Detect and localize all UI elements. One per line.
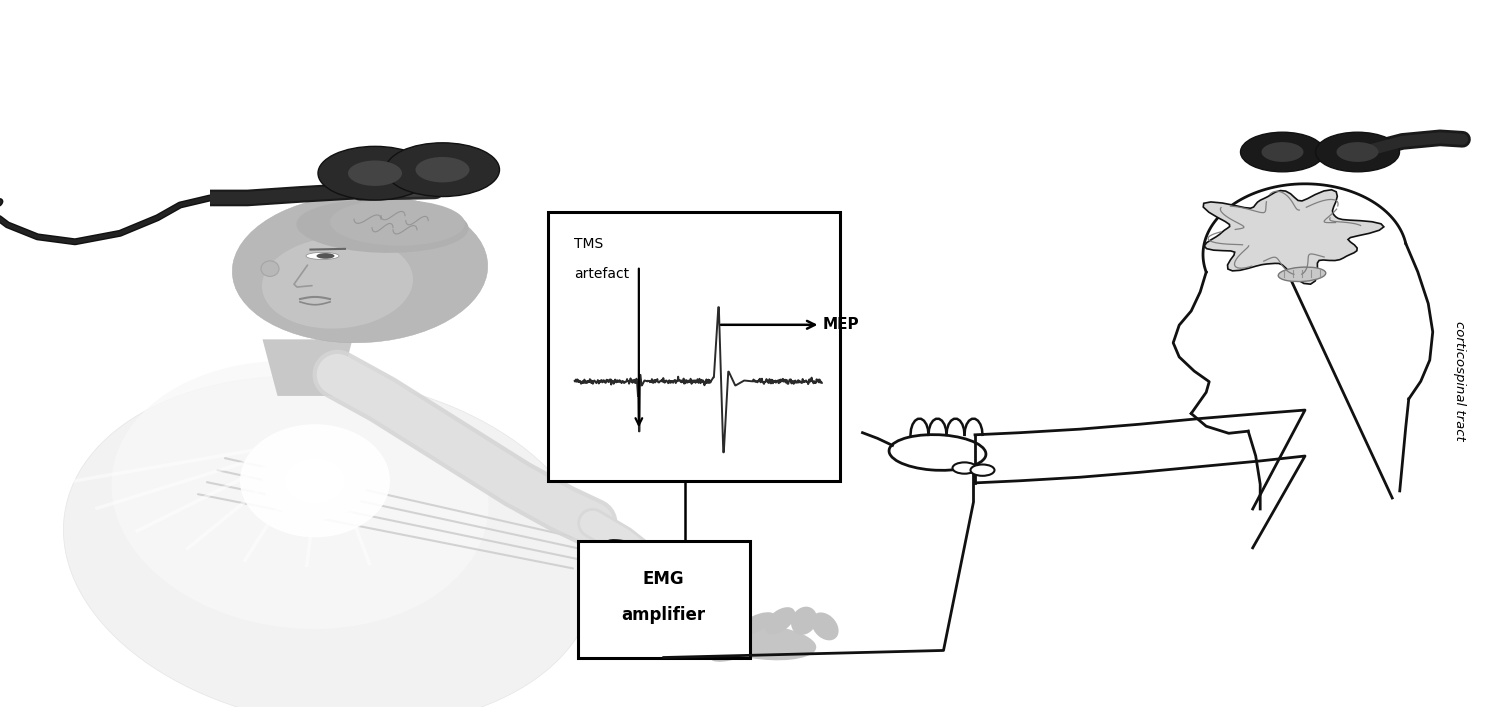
Ellipse shape <box>1278 267 1326 281</box>
Ellipse shape <box>232 194 488 343</box>
Ellipse shape <box>285 458 345 503</box>
Ellipse shape <box>330 199 465 246</box>
Text: amplifier: amplifier <box>621 606 706 624</box>
Circle shape <box>416 157 470 182</box>
Ellipse shape <box>608 539 646 549</box>
Circle shape <box>1316 132 1400 172</box>
Ellipse shape <box>297 199 468 253</box>
Ellipse shape <box>711 646 753 662</box>
Ellipse shape <box>735 612 774 636</box>
Ellipse shape <box>240 424 390 537</box>
Circle shape <box>970 464 994 476</box>
Text: TMS: TMS <box>574 238 603 252</box>
Ellipse shape <box>262 441 368 520</box>
Ellipse shape <box>790 607 818 635</box>
Ellipse shape <box>708 624 816 660</box>
Ellipse shape <box>765 607 795 634</box>
Ellipse shape <box>812 612 838 641</box>
Ellipse shape <box>261 261 279 276</box>
Ellipse shape <box>316 253 334 259</box>
Bar <box>548 212 840 481</box>
Circle shape <box>1262 142 1304 162</box>
Circle shape <box>1240 132 1324 172</box>
Polygon shape <box>262 339 352 396</box>
Circle shape <box>348 160 402 186</box>
Ellipse shape <box>306 252 339 259</box>
Text: MEP: MEP <box>722 317 860 332</box>
Text: corticospinal tract: corticospinal tract <box>1454 321 1466 440</box>
Circle shape <box>952 462 976 474</box>
Ellipse shape <box>592 551 632 561</box>
Circle shape <box>1336 142 1378 162</box>
Text: EMG: EMG <box>644 571 684 588</box>
Circle shape <box>386 143 500 197</box>
Polygon shape <box>1203 189 1384 284</box>
Ellipse shape <box>890 435 986 470</box>
Bar <box>578 541 750 658</box>
Bar <box>1278 145 1362 159</box>
Ellipse shape <box>111 361 489 629</box>
Ellipse shape <box>63 376 597 707</box>
Text: artefact: artefact <box>574 267 630 281</box>
Ellipse shape <box>262 237 413 329</box>
Circle shape <box>318 146 432 200</box>
